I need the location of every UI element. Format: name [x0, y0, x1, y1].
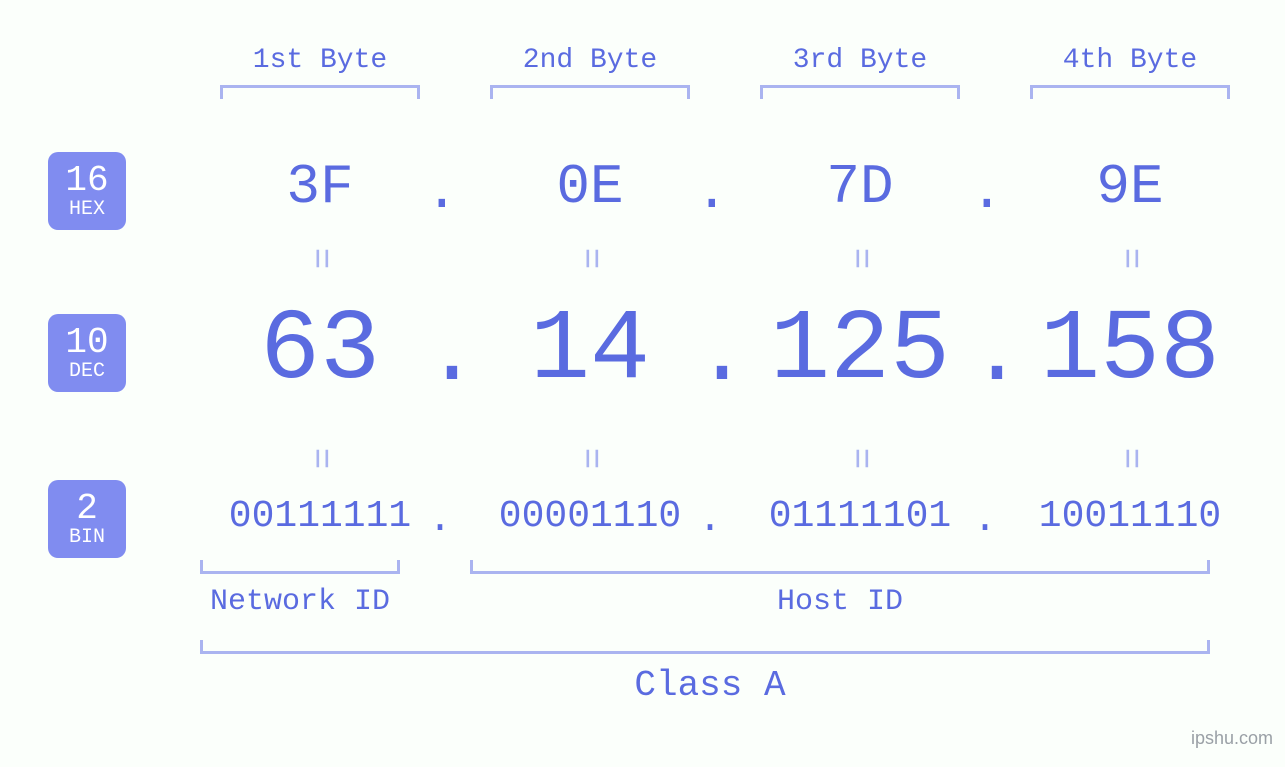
- badge-bin-base: 2: [48, 490, 126, 528]
- badge-hex-name: HEX: [48, 199, 126, 220]
- badge-dec: 10 DEC: [48, 314, 126, 392]
- byte-label-4: 4th Byte: [1010, 45, 1250, 76]
- network-id-bracket: [200, 560, 400, 574]
- top-bracket-1: [220, 85, 420, 99]
- host-id-bracket: [470, 560, 1210, 574]
- byte-label-1: 1st Byte: [200, 45, 440, 76]
- bin-val-4: 10011110: [1010, 495, 1250, 538]
- badge-dec-base: 10: [48, 324, 126, 362]
- equals-dec-bin-4: =: [1110, 339, 1151, 579]
- equals-dec-bin-1: =: [300, 339, 341, 579]
- host-id-label: Host ID: [470, 585, 1210, 619]
- badge-hex-base: 16: [48, 162, 126, 200]
- dot-dec-1: .: [425, 305, 455, 407]
- bin-val-2: 00001110: [470, 495, 710, 538]
- network-id-label: Network ID: [180, 585, 420, 619]
- badge-bin: 2 BIN: [48, 480, 126, 558]
- equals-dec-bin-3: =: [840, 339, 881, 579]
- bin-val-1: 00111111: [200, 495, 440, 538]
- dot-dec-3: .: [970, 305, 1000, 407]
- class-label: Class A: [180, 665, 1240, 706]
- byte-label-3: 3rd Byte: [740, 45, 980, 76]
- watermark: ipshu.com: [1191, 728, 1273, 749]
- dot-hex-2: .: [695, 160, 725, 224]
- badge-dec-name: DEC: [48, 361, 126, 382]
- badge-bin-name: BIN: [48, 527, 126, 548]
- dot-bin-3: .: [970, 498, 1000, 543]
- top-bracket-3: [760, 85, 960, 99]
- badge-hex: 16 HEX: [48, 152, 126, 230]
- class-bracket: [200, 640, 1210, 654]
- equals-dec-bin-2: =: [570, 339, 611, 579]
- dot-hex-3: .: [970, 160, 1000, 224]
- bin-val-3: 01111101: [740, 495, 980, 538]
- byte-label-2: 2nd Byte: [470, 45, 710, 76]
- dot-bin-1: .: [425, 498, 455, 543]
- top-bracket-4: [1030, 85, 1230, 99]
- top-bracket-2: [490, 85, 690, 99]
- dot-hex-1: .: [425, 160, 455, 224]
- dot-bin-2: .: [695, 498, 725, 543]
- dot-dec-2: .: [695, 305, 725, 407]
